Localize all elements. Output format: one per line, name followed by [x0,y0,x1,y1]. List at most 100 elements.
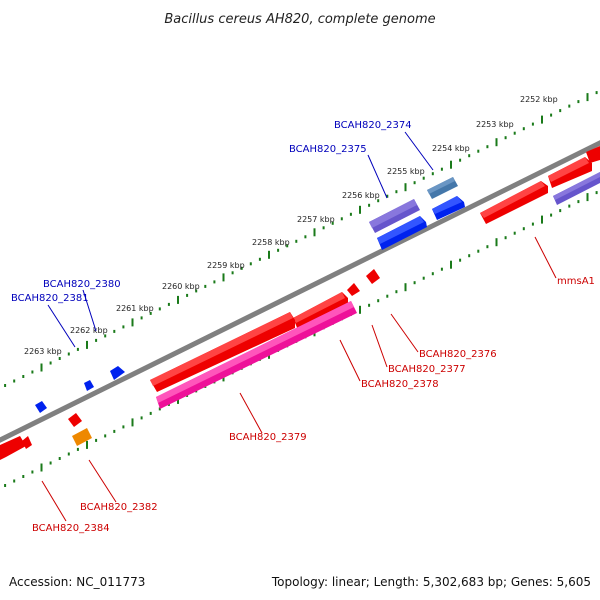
minor-tick [76,347,79,351]
label-bcah820-2377[interactable]: BCAH820_2377 [388,364,466,375]
minor-tick [104,434,107,438]
minor-tick [413,281,416,285]
minor-tick [277,248,280,252]
minor-tick [149,411,152,415]
minor-tick [49,361,52,365]
label-bcah820-2380[interactable]: BCAH820_2380 [43,279,121,290]
major-tick [495,238,498,247]
gene-red-right-1-top [480,181,545,218]
minor-tick [504,236,507,240]
minor-tick [386,194,389,198]
gene-bcah820-2380[interactable] [110,366,125,380]
minor-tick [377,299,380,303]
minor-tick [468,154,471,158]
accession: Accession: NC_011773 [9,575,145,589]
minor-tick [95,438,98,442]
minor-tick [204,284,207,288]
minor-tick [550,213,553,217]
minor-tick [486,145,489,149]
minor-tick [140,316,143,320]
minor-tick [431,272,434,276]
minor-tick [322,226,325,230]
minor-tick [559,209,562,213]
label-bcah820-2375[interactable]: BCAH820_2375 [289,144,367,155]
minor-tick [531,222,534,226]
minor-tick [386,294,389,298]
minor-tick [286,244,289,248]
minor-tick [149,311,152,315]
minor-tick [49,461,52,465]
minor-tick [513,131,516,135]
tick-label: 2260 kbp [162,282,200,291]
minor-tick [113,329,116,333]
gene-bcah820-2377[interactable] [347,283,360,296]
minor-tick [167,302,170,306]
connector-bcah820-2381 [47,304,76,348]
connector-bcah820-2374 [404,131,434,171]
label-bcah820-2381[interactable]: BCAH820_2381 [11,293,89,304]
label-bcah820-2384[interactable]: BCAH820_2384 [32,523,110,534]
tick-label: 2263 kbp [24,347,62,356]
minor-tick [395,290,398,294]
minor-tick [595,91,598,95]
major-tick [359,205,361,214]
minor-tick [58,457,61,460]
minor-tick [422,176,425,180]
tick-label: 2255 kbp [387,167,425,176]
minor-tick [122,325,125,329]
major-tick [404,283,407,292]
major-tick [177,295,179,304]
minor-tick [240,266,243,270]
minor-tick [513,231,516,235]
minor-tick [258,257,261,261]
minor-tick [531,122,534,126]
minor-tick [577,100,580,104]
label-bcah820-2376[interactable]: BCAH820_2376 [419,349,497,360]
minor-tick [477,149,480,153]
label-bcah820-2374[interactable]: BCAH820_2374 [334,120,412,131]
gene-blue-1-top [377,216,424,244]
major-tick [404,183,407,192]
minor-tick [158,407,161,411]
minor-tick [568,204,571,208]
gene-bcah820-2382-orange[interactable] [72,428,92,446]
gene-blue-small[interactable] [35,401,47,413]
minor-tick [140,416,143,420]
minor-tick [113,429,116,433]
minor-tick [504,136,507,140]
label-bcah820-2382[interactable]: BCAH820_2382 [80,502,158,513]
gene-bcah820-2384[interactable] [0,436,26,460]
label-mmsa1[interactable]: mmsA1 [557,276,595,287]
minor-tick [577,200,580,204]
minor-tick [67,452,70,456]
minor-tick [186,293,189,297]
tick-label: 2258 kbp [252,238,290,247]
gene-pink-top [156,301,354,403]
major-tick [40,463,43,472]
tick-label: 2253 kbp [476,120,514,129]
minor-tick [331,221,334,225]
major-tick [86,340,88,349]
gene-red-far-left[interactable] [22,436,32,449]
minor-tick [231,271,234,275]
gene-purple-right-top [553,172,600,200]
connector-bcah820-2379 [239,392,263,434]
label-bcah820-2378[interactable]: BCAH820_2378 [361,379,439,390]
tick-label: 2256 kbp [342,191,380,200]
connector-bcah820-2380 [82,289,97,332]
major-tick [86,440,88,449]
major-tick [222,273,225,282]
minor-tick [431,172,434,176]
minor-tick [67,352,70,356]
major-tick [359,305,361,314]
gene-red-right-3[interactable] [586,146,600,163]
minor-tick [249,262,252,266]
major-tick [131,418,134,427]
minor-tick [340,217,343,221]
gene-bcah820-2376[interactable] [366,269,380,284]
map-title: Bacillus cereus AH820, complete genome [164,12,435,27]
label-bcah820-2379[interactable]: BCAH820_2379 [229,432,307,443]
gene-bcah820-2382[interactable] [68,413,82,427]
gene-labels: BCAH820_2374 BCAH820_2375 BCAH820_2380 B… [11,120,595,534]
gene-bcah820-2381[interactable] [84,380,94,391]
